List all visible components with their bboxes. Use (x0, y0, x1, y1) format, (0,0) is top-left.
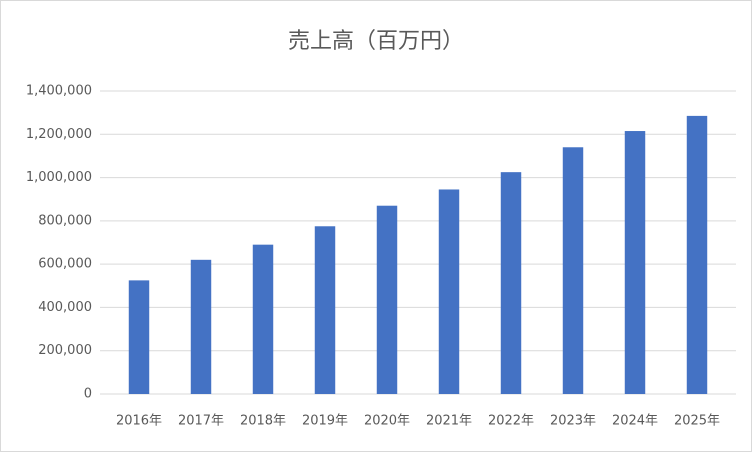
chart-title: 売上高（百万円） (288, 29, 464, 54)
y-tick-label: 800,000 (38, 213, 92, 228)
bar (624, 131, 646, 394)
y-tick-label: 400,000 (38, 300, 92, 315)
x-tick-label: 2019年 (302, 414, 348, 429)
bar (314, 226, 336, 394)
bar (376, 205, 398, 394)
y-tick-label: 600,000 (38, 257, 92, 272)
bar (686, 115, 708, 394)
x-tick-label: 2021年 (426, 414, 472, 429)
bar (500, 172, 522, 394)
x-tick-label: 2018年 (240, 414, 286, 429)
bar (562, 147, 584, 394)
bar (438, 189, 460, 394)
y-tick-label: 1,200,000 (26, 127, 92, 142)
x-tick-label: 2016年 (116, 414, 162, 429)
x-tick-label: 2025年 (674, 414, 720, 429)
y-tick-label: 1,000,000 (26, 170, 92, 185)
x-tick-label: 2017年 (178, 414, 224, 429)
x-tick-label: 2022年 (488, 414, 534, 429)
y-tick-label: 200,000 (38, 343, 92, 358)
y-tick-label: 0 (84, 387, 92, 402)
bar (128, 280, 150, 394)
x-tick-label: 2020年 (364, 414, 410, 429)
bar (190, 259, 212, 394)
x-tick-label: 2024年 (612, 414, 658, 429)
y-tick-label: 1,400,000 (26, 84, 92, 99)
bar (252, 244, 274, 394)
x-tick-label: 2023年 (550, 414, 596, 429)
